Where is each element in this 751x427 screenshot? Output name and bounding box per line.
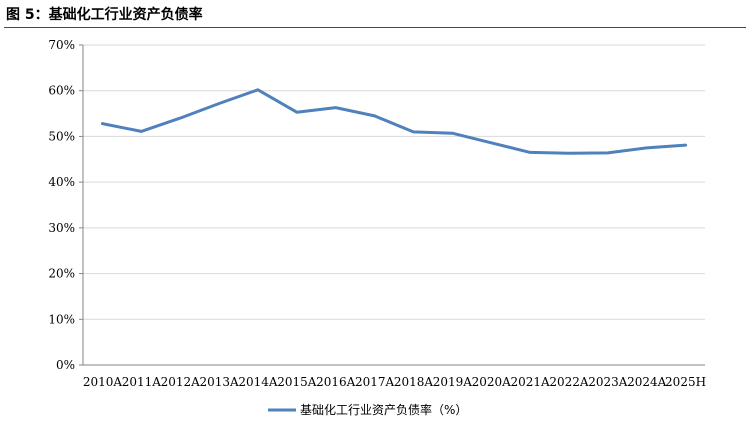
series-line	[100, 88, 688, 155]
legend-label: 基础化工行业资产负债率（%）	[300, 402, 467, 417]
x-tick-label: 2011A	[122, 375, 162, 389]
x-tick-label: 2023A	[588, 375, 628, 389]
x-tick-label: 2022A	[549, 375, 589, 389]
y-tick-labels: 0% 10% 20% 30% 40% 50% 60% 70%	[48, 38, 75, 372]
y-tick-label: 40%	[48, 175, 75, 189]
y-tick-label: 70%	[48, 38, 75, 52]
x-tick-label: 2012A	[161, 375, 201, 389]
x-tick-label: 2013A	[199, 375, 239, 389]
x-tick-label: 2018A	[394, 375, 434, 389]
x-tick-label: 2017A	[355, 375, 395, 389]
x-tick-labels: 2010A 2011A 2012A 2013A 2014A 2015A 2016A 2017A…	[83, 375, 706, 389]
x-tick-label: 2015A	[277, 375, 317, 389]
x-tick-label: 2024A	[627, 375, 667, 389]
gridlines	[83, 44, 705, 320]
x-tick-label: 2020A	[472, 375, 512, 389]
series-lines	[100, 88, 688, 155]
title-rule	[4, 27, 746, 28]
x-tick-label: 2016A	[316, 375, 356, 389]
figure-title: 图 5：基础化工行业资产负债率	[6, 7, 203, 23]
y-tick-label: 30%	[48, 221, 75, 235]
x-tick-label: 2014A	[238, 375, 278, 389]
x-tick-label: 2025H	[665, 375, 706, 389]
y-tick-label: 10%	[48, 312, 75, 326]
y-tick-label: 20%	[48, 267, 75, 281]
legend: 基础化工行业资产负债率（%）	[268, 402, 467, 417]
x-tick-label: 2019A	[433, 375, 473, 389]
y-tick-label: 0%	[56, 358, 75, 372]
axes	[79, 44, 705, 366]
x-tick-label: 2010A	[83, 375, 123, 389]
y-tick-label: 50%	[48, 129, 75, 143]
x-tick-label: 2021A	[510, 375, 550, 389]
y-tick-label: 60%	[48, 84, 75, 98]
